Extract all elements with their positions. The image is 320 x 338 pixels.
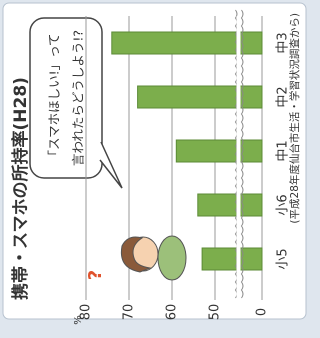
bar: [202, 248, 262, 270]
y-tick-label: 80: [79, 304, 94, 321]
y-tick-label: 50: [208, 304, 223, 321]
x-tick-label: 小5: [276, 248, 291, 269]
y-tick-label: 60: [165, 304, 180, 321]
bar: [198, 194, 262, 216]
character-body: [158, 236, 186, 280]
exclamation: ?: [85, 270, 106, 280]
x-tick-label: 中1: [276, 140, 291, 161]
x-tick-label: 中3: [276, 32, 291, 53]
chart: 携帯・スマホの所持率(H28) (平成28年度仙台市生活・学習状況調査から) %…: [0, 0, 315, 338]
speech-bubble: [30, 18, 102, 178]
y-tick-label: 0: [255, 308, 270, 316]
bar: [138, 86, 262, 108]
x-tick-label: 小6: [276, 194, 291, 215]
x-tick-label: 中2: [276, 86, 291, 107]
y-tick-label: 70: [122, 304, 137, 321]
axis-break-gap: [237, 16, 241, 300]
page: 携帯・スマホの所持率(H28) (平成28年度仙台市生活・学習状況調査から) %…: [0, 0, 320, 338]
bar: [176, 140, 262, 162]
bubble-text: 言われたらどうしよう!?: [71, 30, 86, 166]
chart-title: 携帯・スマホの所持率(H28): [10, 77, 31, 300]
bubble-text: 「スマホほしい!」って: [47, 33, 62, 162]
